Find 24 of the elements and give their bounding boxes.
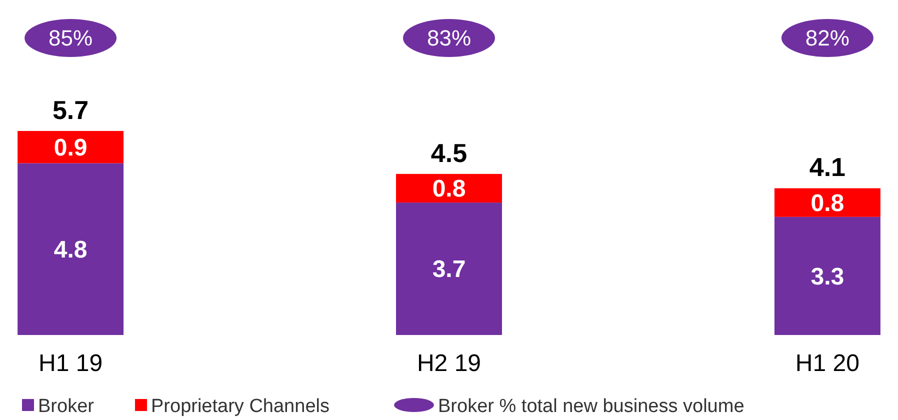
data-label: 3.3 [810,263,844,290]
text: 85% [48,26,93,51]
data-label: 0.9 [54,134,88,162]
x-tick-label: H2 19 [416,350,482,377]
total-label: 4.1 [809,152,846,182]
total-label: 4.5 [430,138,468,168]
legend-label: Broker [38,396,95,417]
text: Broker % total new business volume [438,396,744,417]
data-label: 3.7 [432,256,466,284]
bar [396,174,502,203]
text: 83% [426,26,472,51]
text: 82% [805,26,850,51]
bar [18,163,124,335]
x-tick-label: H1 20 [795,350,860,377]
bar [18,130,124,164]
legend-label: Proprietary Channels [151,396,330,417]
x-tick-label: H1 19 [38,350,103,377]
data-label: 0.8 [432,176,466,203]
data-label: 4.8 [54,236,88,264]
bar [774,216,880,335]
bar [774,188,880,217]
data-label: 0.8 [810,190,844,217]
bar [396,202,502,335]
total-label: 5.7 [52,94,89,125]
